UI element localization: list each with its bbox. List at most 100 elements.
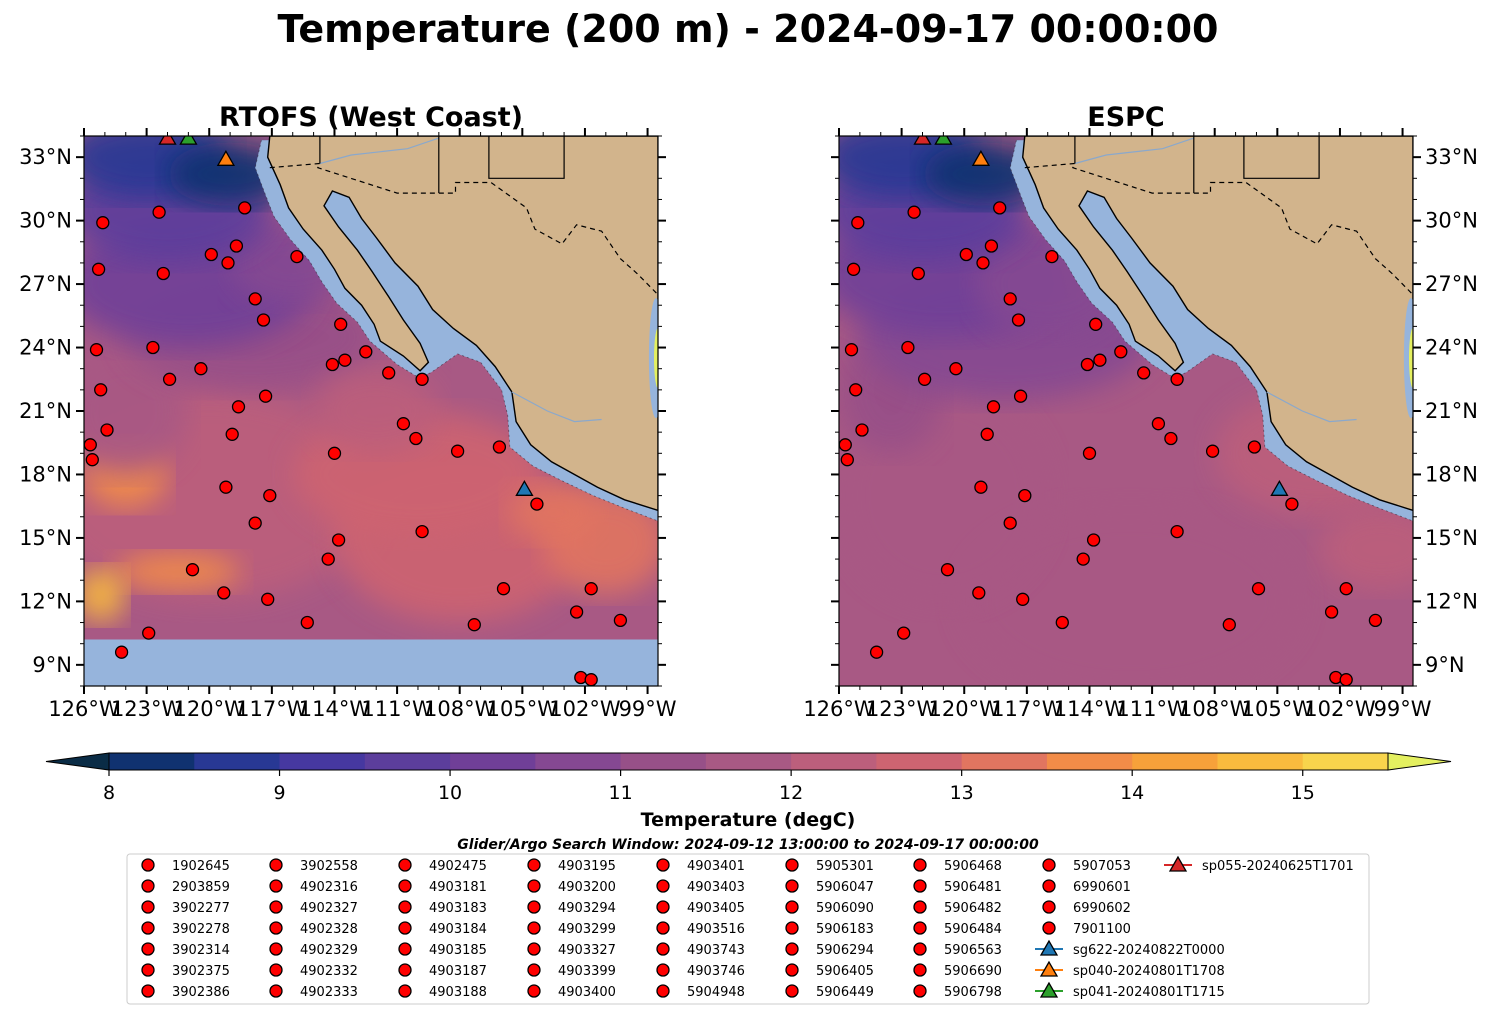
colorbar-segment	[961, 753, 1048, 770]
legend-float-marker	[269, 984, 283, 998]
legend-float-marker	[398, 942, 412, 956]
legend-float-marker	[269, 858, 283, 872]
float-marker	[911, 266, 925, 281]
legend-label: 4902328	[300, 922, 358, 937]
colorbar-segment	[705, 753, 792, 770]
x-tick-label: 117°W	[236, 697, 308, 721]
x-tick-label: 99°W	[1374, 697, 1432, 721]
colorbar-segment	[364, 753, 451, 770]
colorbar-tick-label: 8	[103, 782, 115, 804]
float-marker	[359, 345, 373, 359]
y-tick-label: 24°N	[1425, 336, 1478, 360]
float-marker	[940, 563, 955, 577]
y-tick-label: 9°N	[32, 653, 72, 677]
legend-label: 5907053	[1073, 859, 1131, 874]
float-marker	[1170, 372, 1184, 386]
float-marker	[142, 626, 156, 640]
legend-float-marker	[141, 858, 155, 872]
legend-float-marker	[656, 984, 670, 998]
y-tick-label: 33°N	[1425, 145, 1478, 169]
colorbar-tick-label: 12	[779, 782, 803, 804]
float-marker	[1016, 592, 1030, 606]
float-marker	[261, 592, 275, 606]
float-marker	[415, 372, 429, 386]
glider-marker	[179, 136, 198, 145]
float-marker	[1018, 488, 1032, 503]
legend-label: 3902278	[172, 922, 230, 937]
legend-label: 4903516	[687, 922, 745, 937]
float-marker	[851, 216, 865, 230]
float-marker	[321, 552, 335, 566]
colorbar-segment	[194, 753, 281, 770]
y-tick-label: 12°N	[19, 589, 72, 613]
gulf-shelf	[1403, 298, 1413, 419]
legend-float-marker	[398, 879, 412, 893]
x-tick-label: 108°W	[424, 697, 496, 721]
legend-label: 4902333	[300, 985, 358, 1000]
float-marker	[217, 586, 231, 600]
float-marker	[89, 343, 104, 357]
float-marker	[229, 239, 244, 253]
search-window-note: Glider/Argo Search Window: 2024-09-12 13…	[457, 837, 1039, 853]
legend-float-marker	[785, 942, 799, 956]
float-marker	[584, 673, 598, 686]
float-marker	[901, 340, 915, 355]
float-marker	[1003, 516, 1017, 530]
river	[1266, 391, 1357, 423]
float-marker	[450, 444, 465, 458]
panel-espc: ESPC126°W123°W120°W117°W114°W111°W108°W1…	[803, 102, 1478, 721]
x-tick-label: 111°W	[1116, 697, 1188, 721]
float-marker	[248, 516, 262, 530]
float-marker	[325, 357, 340, 372]
state-border	[488, 136, 565, 179]
y-tick-label: 15°N	[1425, 526, 1478, 550]
colorbar-tick-label: 9	[273, 782, 285, 804]
legend-label: 4903181	[429, 880, 487, 895]
legend: 1902645 2903859 3902277 3902278 3902314 39023…	[126, 853, 1370, 1005]
legend-float-marker	[656, 879, 670, 893]
legend-label: 5906484	[944, 922, 1002, 937]
legend-label: 5906563	[944, 943, 1002, 958]
legend-float-marker	[398, 858, 412, 872]
legend-label: 5906449	[816, 985, 874, 1000]
float-marker	[300, 615, 314, 630]
legend-glider-marker	[1039, 981, 1059, 998]
legend-label: 6990602	[1073, 901, 1131, 916]
legend-label: 5906468	[944, 859, 1002, 874]
float-marker	[1089, 317, 1103, 331]
legend-float-marker	[527, 921, 541, 935]
float-marker	[221, 256, 235, 270]
x-tick-label: 120°W	[929, 697, 1001, 721]
float-marker	[152, 205, 166, 219]
legend-label: 4903200	[558, 880, 616, 895]
float-marker	[85, 453, 99, 467]
float-marker	[976, 256, 990, 270]
x-tick-label: 126°W	[803, 697, 875, 721]
float-marker	[1013, 389, 1028, 403]
float-marker	[290, 249, 304, 264]
colorbar-segment	[1046, 753, 1133, 770]
float-marker	[917, 372, 932, 386]
colorbar-segment	[1302, 753, 1389, 770]
legend-label: 4903294	[558, 901, 616, 916]
float-marker	[986, 400, 1001, 414]
land-mass	[266, 136, 658, 512]
float-marker	[258, 389, 273, 403]
float-marker	[1003, 292, 1017, 306]
colorbar-tick-label: 14	[1120, 782, 1144, 804]
float-marker	[1222, 618, 1236, 632]
legend-float-marker	[1042, 858, 1056, 872]
float-marker	[1251, 582, 1266, 596]
legend-float-marker	[913, 921, 927, 935]
x-tick-label: 120°W	[174, 697, 246, 721]
colorbar-segment	[450, 753, 536, 770]
colorbar-extend-high	[1387, 752, 1452, 771]
legend-float-marker	[785, 963, 799, 977]
float-marker	[993, 201, 1007, 215]
legend-float-marker	[141, 963, 155, 977]
colorbar: 8 9 10 11 12 13 14 15	[45, 752, 1452, 804]
legend-float-marker	[913, 900, 927, 914]
glider-marker	[515, 479, 534, 496]
x-tick-label: 105°W	[1242, 697, 1314, 721]
x-tick-label: 114°W	[299, 697, 371, 721]
